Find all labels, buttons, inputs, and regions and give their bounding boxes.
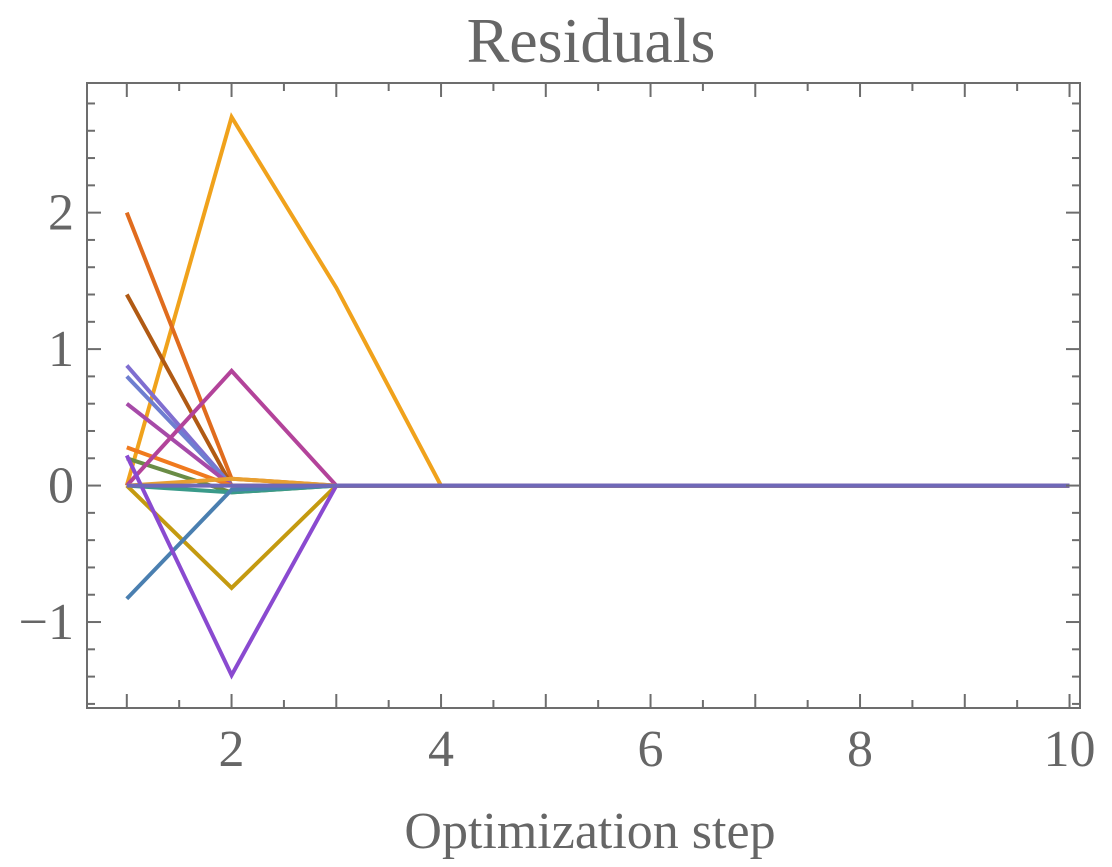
tick-label-group: 2 4 6 8 10 −1 0 1 2 <box>19 185 1096 778</box>
series-line-4 <box>125 364 1070 488</box>
series-line-3 <box>125 293 1070 488</box>
series-line-10 <box>125 367 1070 488</box>
x-tick-label: 2 <box>219 721 245 778</box>
series-group <box>124 112 1070 680</box>
y-tick-label: 0 <box>48 458 74 515</box>
series-line-5 <box>125 375 1070 488</box>
series-line-12 <box>125 483 1070 601</box>
series-line-1 <box>124 112 1070 488</box>
series-line-2 <box>124 211 1070 488</box>
y-tick-label: 2 <box>48 185 74 242</box>
x-tick-label: 10 <box>1044 721 1096 778</box>
y-tick-label: 1 <box>48 321 74 378</box>
y-tick-label: −1 <box>19 594 74 651</box>
x-tick-label: 6 <box>638 721 664 778</box>
chart-title: Residuals <box>467 5 716 76</box>
tick-group <box>87 83 1080 708</box>
x-axis-label: Optimization step <box>404 803 775 860</box>
series-line-11 <box>125 483 1070 591</box>
plot-frame <box>86 82 1081 709</box>
x-tick-label: 8 <box>847 721 873 778</box>
x-tick-label: 4 <box>428 721 454 778</box>
series-line-6 <box>125 402 1070 488</box>
